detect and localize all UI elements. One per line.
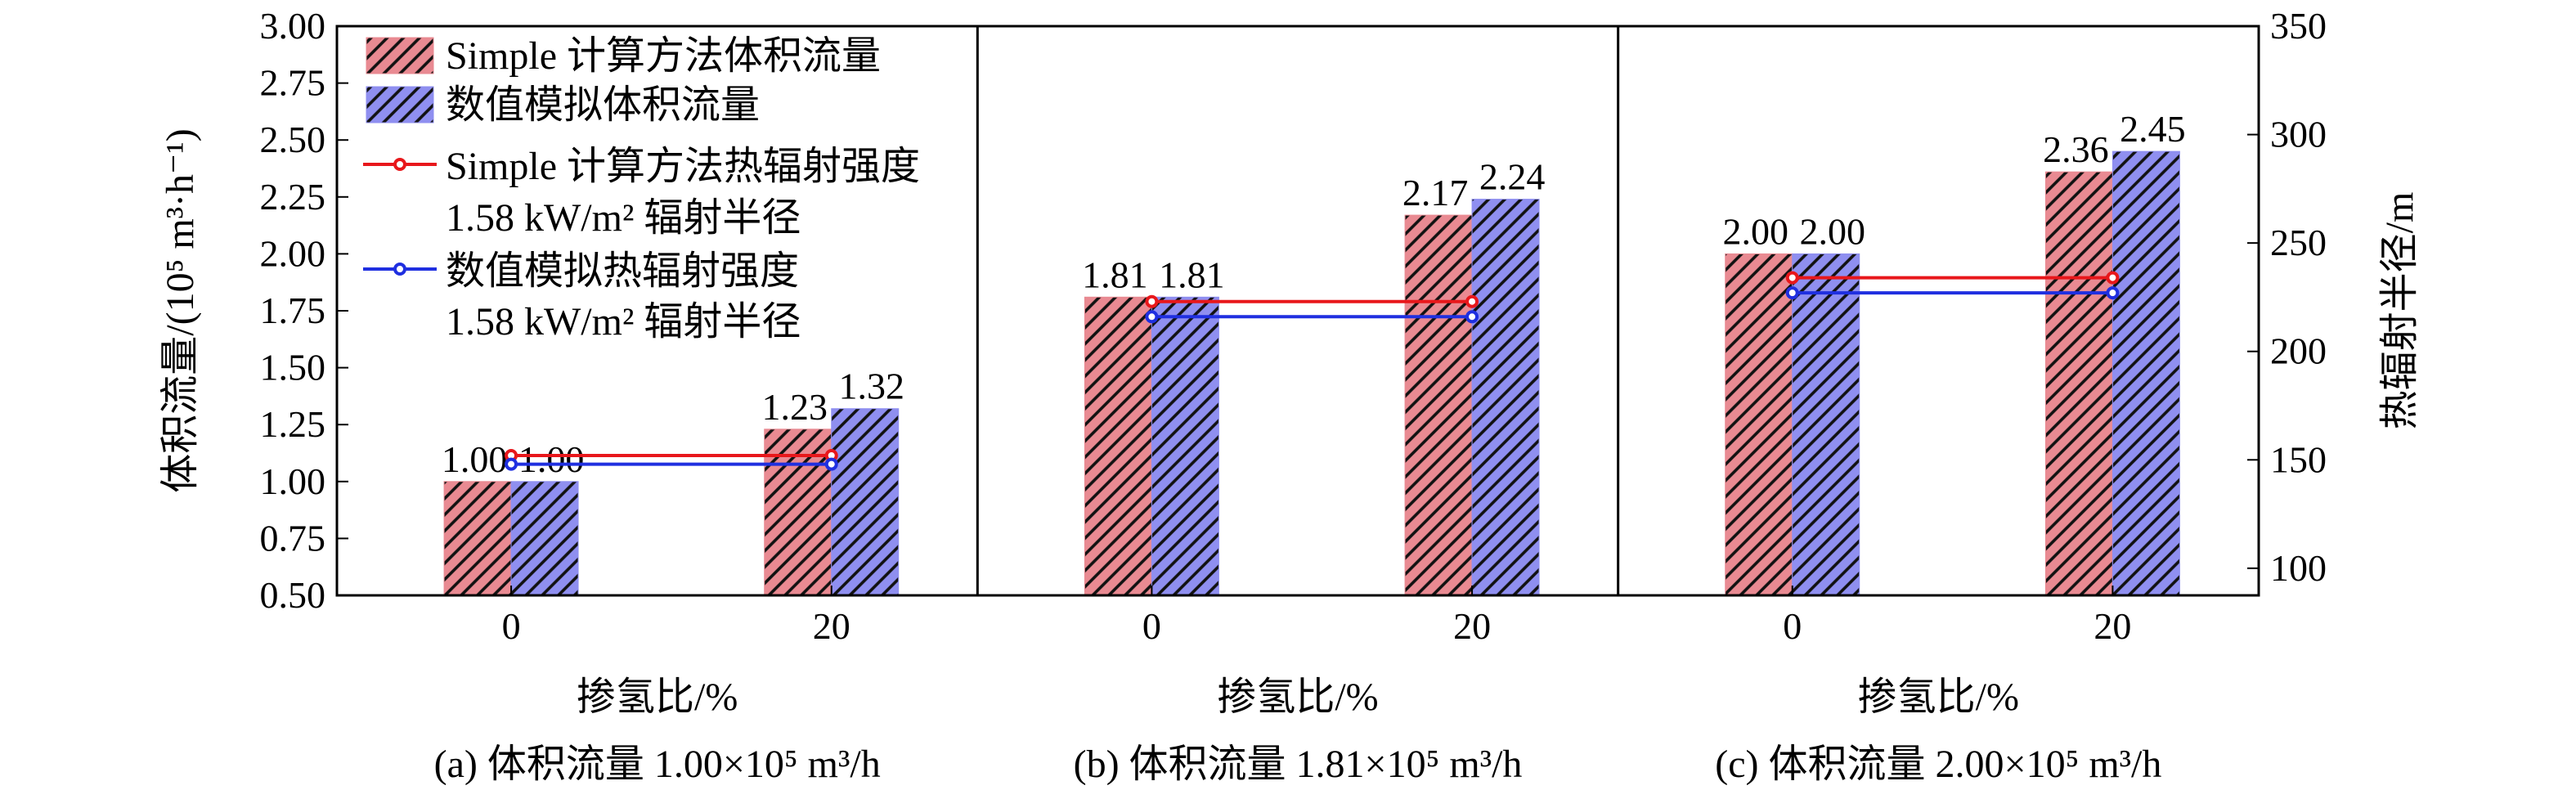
line-point bbox=[1465, 294, 1479, 308]
data-label: 1.00 bbox=[442, 438, 508, 480]
legend-label: 数值模拟热辐射强度 bbox=[446, 249, 799, 293]
bar-numeric bbox=[2112, 150, 2180, 596]
data-label: 2.00 bbox=[1799, 210, 1865, 252]
left-tick-label: 2.75 bbox=[260, 62, 326, 104]
bar-simple bbox=[1725, 253, 1793, 596]
data-label: 1.00 bbox=[518, 438, 585, 480]
bar-numeric bbox=[1151, 296, 1219, 596]
right-tick-label: 100 bbox=[2270, 547, 2327, 589]
data-label: 2.36 bbox=[2043, 128, 2109, 170]
legend-swatch-point bbox=[393, 158, 406, 171]
x-tick-label: 0 bbox=[1142, 605, 1161, 647]
x-tick-label: 20 bbox=[1453, 605, 1491, 647]
line-point bbox=[2106, 286, 2120, 300]
line-point bbox=[1145, 310, 1159, 324]
bar-numeric bbox=[510, 481, 579, 596]
bar-numeric bbox=[831, 408, 900, 596]
panel-caption: (c) 体积流量 2.00×10⁵ m³/h bbox=[1715, 743, 2161, 786]
bar-numeric bbox=[1471, 199, 1540, 596]
right-tick-label: 150 bbox=[2270, 438, 2327, 480]
x-axis-label: 掺氢比/% bbox=[1858, 676, 2019, 719]
legend-label: 1.58 kW/m² 辐射半径 bbox=[446, 196, 801, 240]
x-axis-label: 掺氢比/% bbox=[1217, 676, 1378, 719]
legend-swatch-bar bbox=[366, 37, 434, 74]
legend-label: Simple 计算方法体积流量 bbox=[446, 34, 881, 78]
x-axis-label: 掺氢比/% bbox=[577, 676, 738, 719]
left-tick-label: 1.25 bbox=[260, 403, 326, 445]
bar-simple bbox=[443, 481, 512, 596]
data-label: 1.23 bbox=[761, 386, 828, 428]
data-label: 2.00 bbox=[1722, 210, 1788, 252]
left-tick-label: 2.25 bbox=[260, 176, 326, 218]
left-tick-label: 3.00 bbox=[260, 5, 326, 47]
legend-label: 1.58 kW/m² 辐射半径 bbox=[446, 300, 801, 343]
data-label: 2.24 bbox=[1479, 156, 1546, 198]
legend-label: 数值模拟体积流量 bbox=[446, 83, 760, 127]
data-label: 1.32 bbox=[838, 366, 904, 407]
left-tick-label: 1.00 bbox=[260, 460, 326, 502]
line-point bbox=[505, 457, 518, 471]
data-label: 2.45 bbox=[2120, 108, 2186, 150]
bar-simple bbox=[1084, 296, 1152, 596]
axes: 0.50 0.75 1.00 1.25 1.50 1.75 2.00 2.25 2.50 2.75… bbox=[159, 5, 2421, 616]
line-point bbox=[2106, 271, 2120, 285]
right-tick-label: 350 bbox=[2270, 5, 2327, 47]
right-axis-title: 热辐射半径/m bbox=[2378, 192, 2421, 430]
left-tick-label: 0.75 bbox=[260, 517, 326, 559]
bar-simple bbox=[1404, 214, 1473, 596]
right-tick-label: 250 bbox=[2270, 222, 2327, 263]
left-tick-label: 2.00 bbox=[260, 232, 326, 274]
legend-swatch-bar bbox=[366, 86, 434, 123]
line-point bbox=[1785, 286, 1799, 300]
bar-numeric bbox=[1792, 253, 1860, 596]
line-point bbox=[1145, 294, 1159, 308]
right-tick-label: 200 bbox=[2270, 330, 2327, 372]
panel-b: 1.81 1.81 0 2.17 2.24 20 掺氢比/% (b) 体积流量 1.81×10… bbox=[1074, 156, 1546, 786]
left-tick-label: 2.50 bbox=[260, 119, 326, 160]
data-label: 1.81 bbox=[1082, 254, 1148, 295]
x-tick-label: 0 bbox=[502, 605, 521, 647]
x-tick-label: 20 bbox=[813, 605, 850, 647]
panel-caption: (a) 体积流量 1.00×10⁵ m³/h bbox=[434, 743, 881, 786]
panel-caption: (b) 体积流量 1.81×10⁵ m³/h bbox=[1074, 743, 1523, 786]
line-point bbox=[824, 457, 838, 471]
panel-a: 1.00 1.00 0 1.23 1.32 20 掺氢比/% (a) 体积流量 1.00×10… bbox=[434, 366, 904, 786]
line-point bbox=[1785, 271, 1799, 285]
plot-area: 1.00 1.00 0 1.23 1.32 20 掺氢比/% (a) 体积流量 1.00×10… bbox=[434, 108, 2186, 786]
line-point bbox=[1465, 310, 1479, 324]
left-axis-title: 体积流量/(10⁵ m³·h⁻¹) bbox=[159, 128, 202, 492]
left-tick-label: 0.50 bbox=[260, 574, 326, 616]
bar-simple bbox=[2044, 171, 2113, 596]
x-tick-label: 20 bbox=[2094, 605, 2131, 647]
x-tick-label: 0 bbox=[1783, 605, 1802, 647]
data-label: 1.81 bbox=[1159, 254, 1225, 295]
right-tick-label: 300 bbox=[2270, 114, 2327, 155]
legend-swatch-point bbox=[393, 263, 406, 276]
left-tick-label: 1.50 bbox=[260, 347, 326, 388]
panel-c: 2.00 2.00 0 2.36 2.45 20 掺氢比/% (c) 体积流量 2.00×10… bbox=[1715, 108, 2185, 786]
legend-label: Simple 计算方法热辐射强度 bbox=[446, 145, 920, 188]
data-label: 2.17 bbox=[1402, 172, 1469, 213]
left-tick-label: 1.75 bbox=[260, 290, 326, 331]
